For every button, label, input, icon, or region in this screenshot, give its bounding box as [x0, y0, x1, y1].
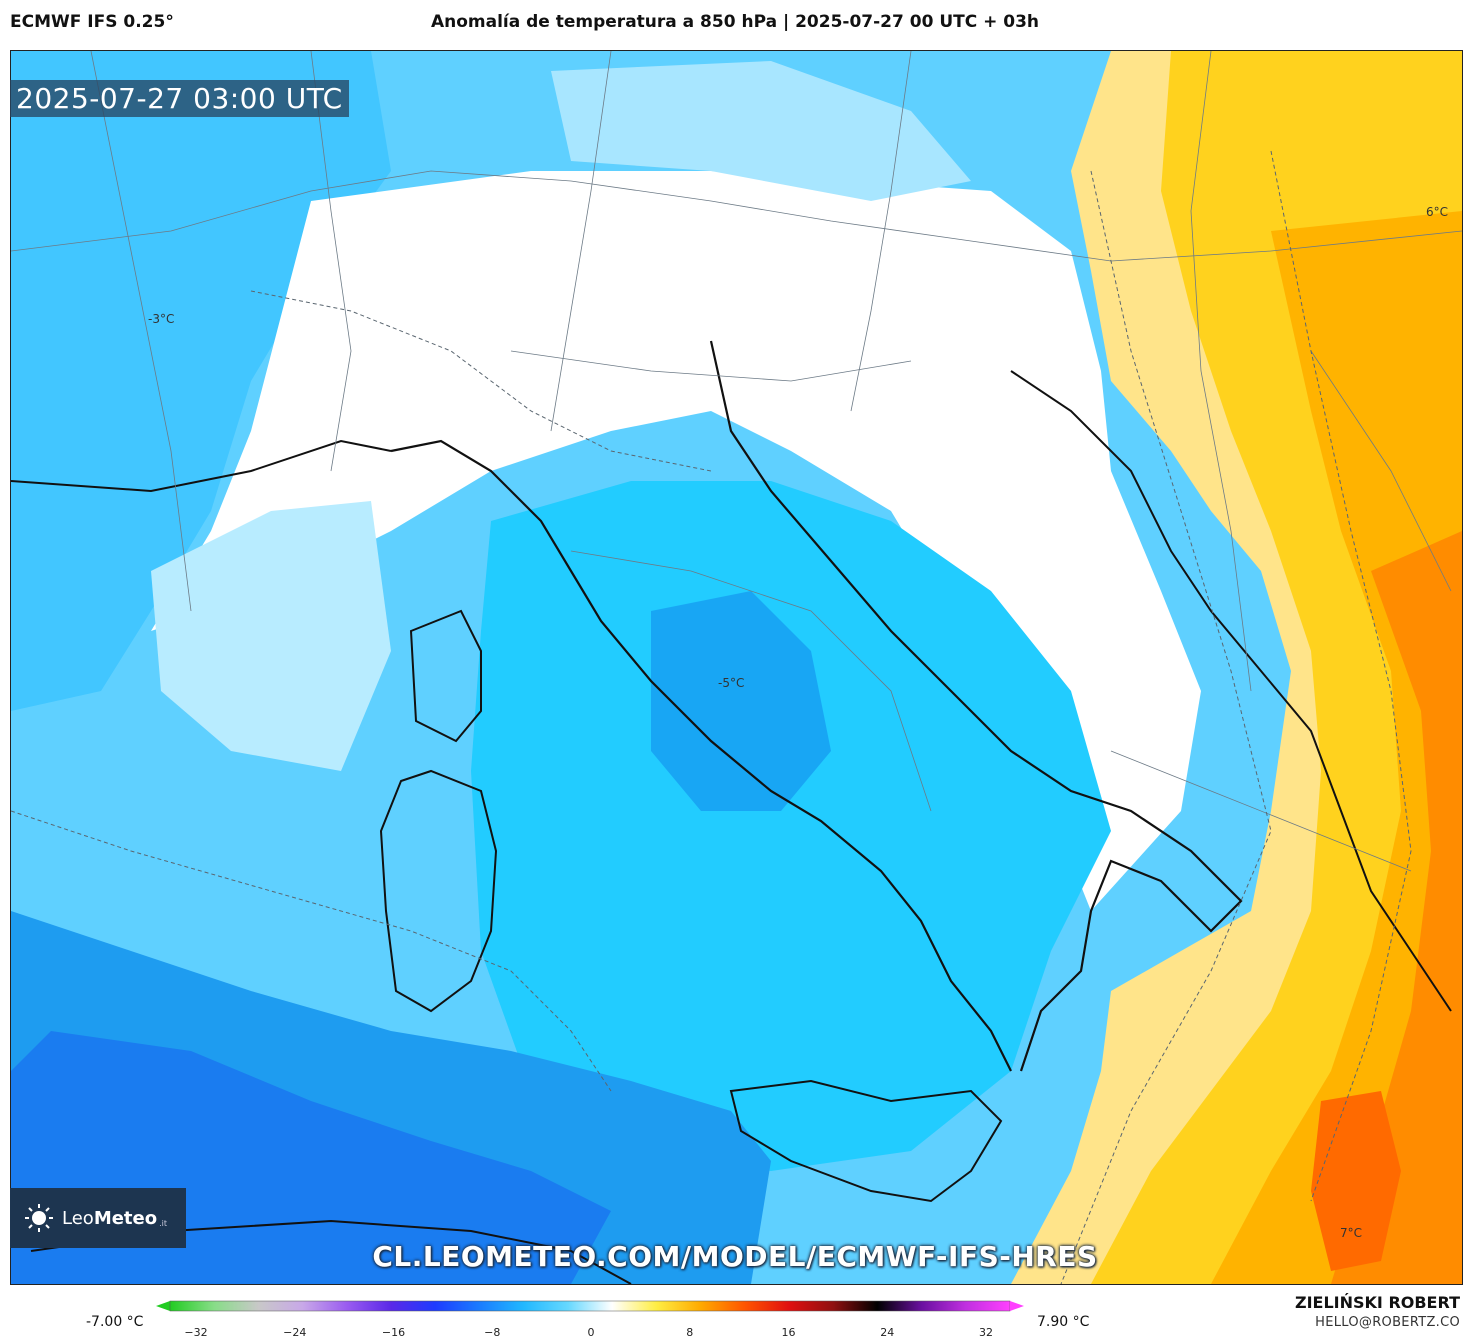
sicily-coast [729, 1079, 1003, 1203]
colorbar-tick-label: −8 [484, 1326, 501, 1339]
field-light-north [551, 61, 971, 201]
colorbar-max-arrow [1010, 1301, 1024, 1311]
field-west [11, 51, 391, 711]
colorbar: -7.00 °C 7.90 °C −32 −24 −16 −8 0 8 16 24 32 [0, 1290, 1470, 1339]
model-name: ECMWF IFS 0.25° [10, 12, 174, 32]
admin-borders [11, 51, 1462, 872]
temperature-anomaly-map [10, 50, 1463, 1285]
field-east-deep-orange [1331, 531, 1462, 1284]
logo-suffix: .it [159, 1219, 168, 1228]
sun-icon [25, 1204, 53, 1232]
map-canvas [11, 51, 1462, 1284]
france-coast [11, 439, 392, 493]
colorbar-min-label: -7.00 °C [86, 1314, 144, 1330]
corsica-coast [409, 609, 482, 743]
author-credit: ZIELIŃSKI ROBERT HELLO@ROBERTZ.CO [1295, 1293, 1460, 1330]
italy-east-coast [709, 340, 1243, 1072]
field-light-ligurian [151, 501, 391, 771]
field-east-orange [1211, 211, 1462, 1284]
colorbar-tick-label: −32 [184, 1326, 208, 1339]
italy-west-coast [390, 439, 1012, 1072]
colorbar-tick-label: 24 [880, 1326, 895, 1339]
field-white-band [151, 171, 1201, 911]
valid-time-badge: 2025-07-27 03:00 UTC [10, 80, 349, 117]
isotherms [11, 150, 1412, 1284]
field-central-blue [471, 481, 1111, 1171]
colorbar-tick-label: 32 [979, 1326, 993, 1339]
colorbar-max-label: 7.90 °C [1037, 1314, 1090, 1330]
colorbar-tick-label: 0 [587, 1326, 595, 1339]
colorbar-min-arrow [156, 1301, 170, 1311]
label-center: -5°C [718, 676, 745, 690]
chart-title: Anomalía de temperatura a 850 hPa | 2025… [430, 12, 1040, 32]
field-cold-core [651, 591, 831, 811]
leometeo-logo[interactable]: LeoMeteo .it [10, 1188, 186, 1248]
colorbar-gradient [156, 1300, 1024, 1312]
source-url[interactable]: CL.LEOMETEO.COM/MODEL/ECMWF-IFS-HRES [372, 1240, 1098, 1273]
colorbar-tick-label: 16 [781, 1326, 796, 1339]
colorbar-bar [169, 1300, 1011, 1312]
label-west: -3°C [148, 312, 175, 326]
sardinia-coast [379, 769, 498, 1013]
balkan-coast [1010, 370, 1452, 1012]
colorbar-tick-label: 8 [686, 1326, 694, 1339]
label-northeast: 6°C [1426, 205, 1449, 219]
colorbar-tick-label: −16 [381, 1326, 406, 1339]
colorbar-tick-label: −24 [283, 1326, 307, 1339]
label-southeast: 7°C [1340, 1226, 1363, 1240]
author-email[interactable]: HELLO@ROBERTZ.CO [1315, 1315, 1460, 1330]
author-name: ZIELIŃSKI ROBERT [1294, 1293, 1460, 1312]
logo-text: LeoMeteo [62, 1207, 158, 1229]
